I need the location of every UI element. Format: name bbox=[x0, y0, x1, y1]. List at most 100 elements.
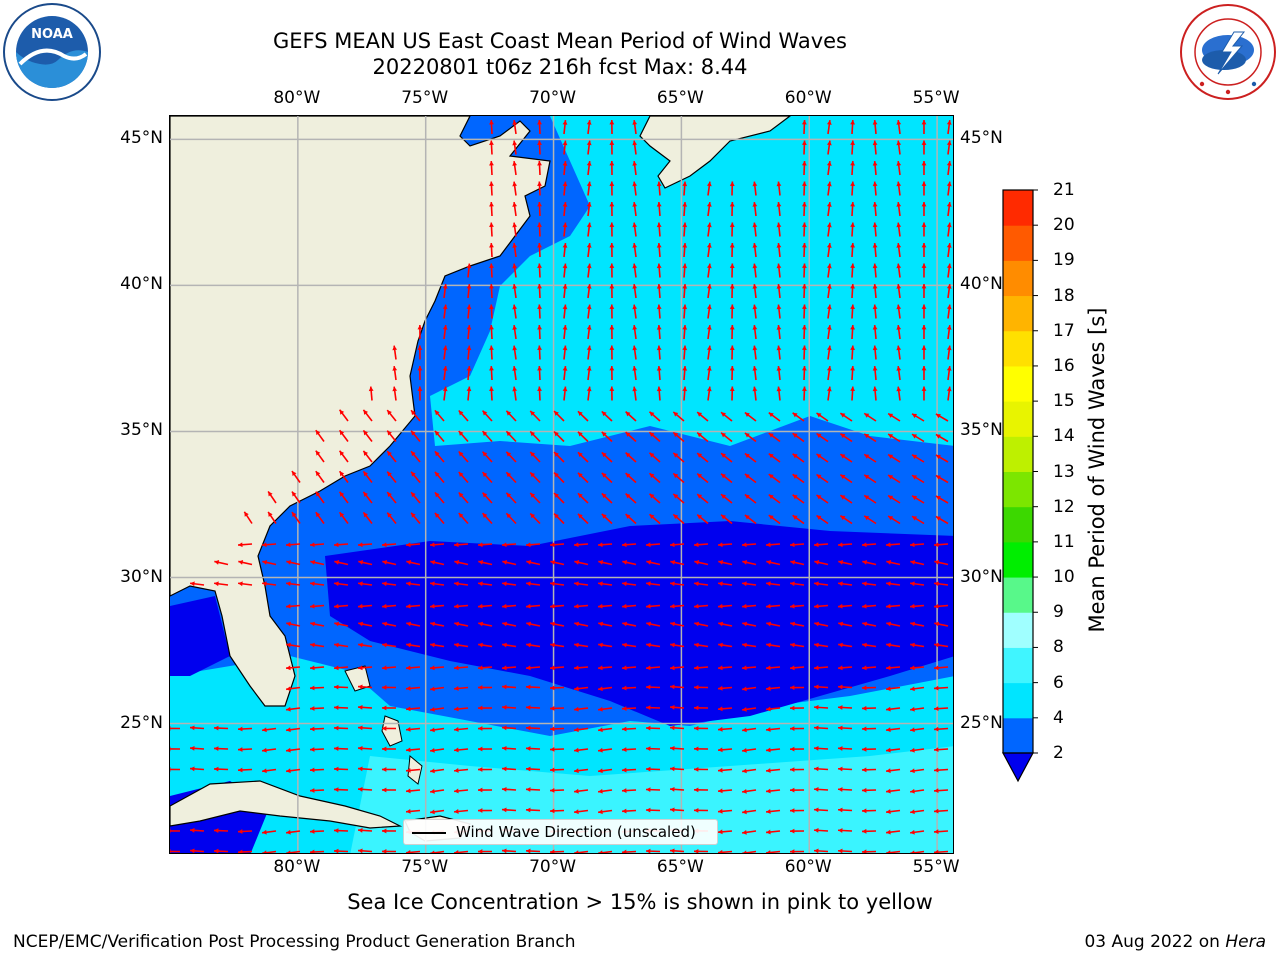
wind-wave-arrow bbox=[586, 345, 592, 360]
wind-wave-arrow bbox=[502, 642, 517, 648]
latitude-tick-label: 40°N bbox=[120, 274, 163, 295]
wind-wave-arrow bbox=[598, 850, 613, 853]
wind-wave-arrow bbox=[656, 283, 662, 299]
wind-wave-arrow bbox=[512, 345, 518, 360]
wind-wave-arrow bbox=[768, 493, 781, 504]
wind-wave-arrow bbox=[656, 222, 662, 237]
wind-wave-arrow bbox=[645, 766, 661, 772]
wind-wave-arrow bbox=[872, 222, 878, 237]
wind-wave-arrow bbox=[921, 304, 927, 319]
wind-wave-arrow bbox=[656, 242, 662, 258]
wind-wave-arrow bbox=[887, 453, 901, 463]
wind-wave-arrow bbox=[434, 491, 445, 504]
wind-wave-arrow bbox=[682, 242, 688, 258]
wind-wave-arrow bbox=[790, 642, 805, 648]
wind-wave-arrow bbox=[382, 560, 397, 566]
wind-wave-arrow bbox=[549, 665, 565, 671]
wind-wave-arrow bbox=[776, 386, 782, 401]
wind-wave-arrow bbox=[453, 768, 469, 773]
wind-wave-arrow bbox=[501, 603, 517, 609]
wind-wave-arrow bbox=[765, 603, 781, 609]
wind-wave-arrow bbox=[285, 603, 301, 609]
wind-wave-arrow bbox=[189, 766, 205, 772]
wind-wave-arrow bbox=[405, 685, 421, 691]
wind-wave-arrow bbox=[837, 603, 853, 609]
wind-wave-arrow bbox=[526, 560, 541, 566]
wind-wave-arrow bbox=[872, 324, 878, 340]
wind-wave-arrow bbox=[430, 768, 445, 774]
wind-wave-arrow bbox=[466, 365, 472, 381]
wind-wave-arrow bbox=[896, 120, 902, 135]
wind-wave-arrow bbox=[669, 684, 685, 690]
wind-wave-arrow bbox=[669, 848, 685, 853]
wind-wave-arrow bbox=[501, 725, 517, 731]
wind-wave-arrow bbox=[717, 665, 733, 671]
wind-wave-arrow bbox=[381, 828, 397, 834]
colorbar-tick-label: 17 bbox=[1053, 320, 1075, 341]
wind-wave-arrow bbox=[896, 366, 902, 381]
wind-wave-arrow bbox=[837, 705, 853, 710]
wind-wave-arrow bbox=[921, 201, 927, 217]
wind-wave-arrow bbox=[621, 685, 637, 691]
colorbar-segment bbox=[1003, 190, 1033, 226]
longitude-tick-label: 80°W bbox=[273, 857, 321, 877]
wind-wave-arrow bbox=[742, 727, 757, 733]
wind-wave-arrow bbox=[238, 581, 253, 587]
wind-wave-arrow bbox=[553, 492, 565, 504]
wind-wave-arrow bbox=[706, 325, 712, 340]
wind-wave-arrow bbox=[357, 603, 373, 609]
wind-wave-arrow bbox=[430, 788, 445, 794]
wind-wave-arrow bbox=[632, 140, 638, 155]
wind-wave-arrow bbox=[586, 243, 592, 258]
wind-wave-arrow bbox=[214, 581, 229, 587]
wind-wave-arrow bbox=[801, 365, 807, 381]
wind-wave-arrow bbox=[768, 473, 781, 484]
wind-wave-arrow bbox=[501, 848, 517, 853]
wind-wave-arrow bbox=[826, 140, 832, 155]
colorbar-segment bbox=[1003, 541, 1033, 578]
wind-wave-arrow bbox=[696, 411, 709, 422]
wind-wave-arrow bbox=[717, 808, 733, 814]
wind-wave-arrow bbox=[669, 786, 685, 792]
wind-wave-arrow bbox=[549, 787, 565, 793]
wind-wave-arrow bbox=[863, 494, 877, 504]
wind-wave-arrow bbox=[861, 685, 877, 691]
wind-wave-arrow bbox=[466, 283, 472, 299]
wind-wave-arrow bbox=[886, 788, 901, 794]
wind-wave-arrow bbox=[935, 495, 949, 504]
wind-wave-arrow bbox=[237, 849, 253, 853]
wind-wave-arrow bbox=[656, 263, 662, 278]
wind-wave-arrow bbox=[621, 788, 637, 793]
wind-wave-arrow bbox=[896, 161, 902, 176]
wind-wave-arrow bbox=[489, 242, 494, 258]
wind-wave-arrow bbox=[682, 222, 688, 237]
wind-wave-arrow bbox=[850, 263, 855, 278]
wind-wave-arrow bbox=[386, 491, 397, 504]
wind-wave-arrow bbox=[609, 365, 615, 381]
wind-wave-arrow bbox=[792, 432, 805, 443]
wind-wave-arrow bbox=[386, 430, 397, 442]
wind-wave-arrow bbox=[752, 181, 758, 196]
wind-wave-arrow bbox=[454, 642, 469, 648]
wind-wave-arrow bbox=[574, 560, 589, 566]
wind-wave-arrow bbox=[717, 603, 733, 609]
wind-wave-arrow bbox=[237, 829, 253, 834]
wind-wave-arrow bbox=[501, 684, 517, 690]
wind-wave-arrow bbox=[489, 324, 494, 340]
wind-wave-arrow bbox=[861, 767, 877, 773]
wind-wave-arrow bbox=[872, 242, 878, 258]
wind-wave-arrow bbox=[648, 411, 661, 422]
wind-wave-arrow bbox=[838, 560, 853, 566]
wind-wave-arrow bbox=[458, 409, 469, 422]
wind-wave-arrow bbox=[609, 324, 615, 340]
wind-wave-arrow bbox=[896, 304, 902, 319]
wind-wave-arrow bbox=[577, 513, 589, 525]
wind-wave-arrow bbox=[481, 492, 493, 504]
wind-wave-arrow bbox=[333, 542, 349, 548]
wind-wave-arrow bbox=[752, 284, 758, 299]
wind-wave-arrow bbox=[309, 849, 325, 853]
sea-ice-note: Sea Ice Concentration > 15% is shown in … bbox=[347, 890, 933, 914]
wind-wave-arrow bbox=[765, 829, 781, 835]
wind-wave-arrow bbox=[776, 242, 782, 258]
wind-wave-arrow bbox=[706, 181, 712, 196]
